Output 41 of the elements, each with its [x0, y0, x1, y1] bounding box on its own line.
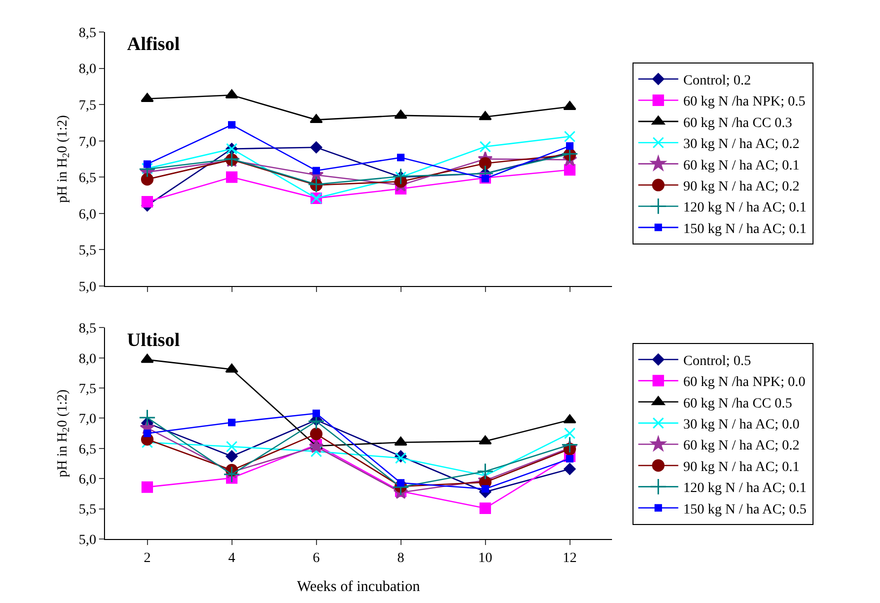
- y-tick-label: 5,0: [78, 280, 96, 295]
- legend-label: 30 kg N / ha AC; 0.2: [683, 137, 800, 152]
- y-tick-label: 8,5: [78, 322, 96, 337]
- y-tick-label: 6,0: [78, 207, 96, 222]
- x-tick-label: 10: [478, 550, 492, 566]
- x-tick-label: 2: [144, 550, 151, 566]
- chart-title: Alfisol: [127, 34, 180, 55]
- legend-label: 60 kg N /ha CC 0.5: [683, 396, 792, 412]
- legend-label: 150 kg N / ha AC; 0.1: [683, 222, 807, 237]
- y-tick-label: 5,5: [78, 244, 96, 259]
- legend-label: 90 kg N / ha AC; 0.2: [683, 179, 800, 194]
- x-tick-label: 6: [312, 550, 320, 566]
- chart-title: Ultisol: [127, 330, 180, 351]
- y-tick-label: 7,0: [78, 134, 96, 150]
- y-tick-label: 6,5: [78, 442, 96, 458]
- legend-label: 150 kg N / ha AC; 0.5: [683, 502, 807, 518]
- legend-label: 120 kg N / ha AC; 0.1: [683, 481, 807, 496]
- y-tick-label: 8,5: [78, 26, 96, 41]
- legend-label: 30 kg N / ha AC; 0.0: [683, 418, 800, 433]
- legend-label: 60 kg N / ha AC; 0.1: [683, 158, 800, 174]
- legend-label: 60 kg N / ha AC; 0.2: [683, 438, 800, 454]
- y-tick-label: 7,0: [78, 412, 96, 428]
- legend-label: 90 kg N / ha AC; 0.1: [683, 460, 800, 475]
- y-tick-label: 5,0: [78, 532, 96, 548]
- x-tick-label: 12: [562, 550, 577, 566]
- legend-label: 60 kg N /ha NPK; 0.5: [683, 94, 806, 110]
- y-tick-label: 8,0: [78, 62, 96, 78]
- x-tick-label: 4: [228, 550, 236, 566]
- y-tick-label: 7,5: [78, 382, 96, 397]
- legend-label: 60 kg N /ha CC 0.3: [683, 116, 792, 131]
- y-tick-label: 7,5: [78, 98, 96, 114]
- y-tick-label: 8,0: [78, 352, 96, 367]
- y-tick-label: 5,5: [78, 502, 96, 518]
- x-tick-label: 8: [397, 550, 404, 566]
- legend-label: Control; 0.5: [683, 354, 751, 369]
- x-axis-title: Weeks of incubation: [297, 578, 420, 595]
- legend-label: 120 kg N / ha AC; 0.1: [683, 200, 807, 216]
- legend-label: Control; 0.2: [683, 73, 751, 88]
- y-tick-label: 6,5: [78, 171, 96, 186]
- legend-label: 60 kg N /ha NPK; 0.0: [683, 375, 806, 390]
- y-tick-label: 6,0: [78, 472, 96, 488]
